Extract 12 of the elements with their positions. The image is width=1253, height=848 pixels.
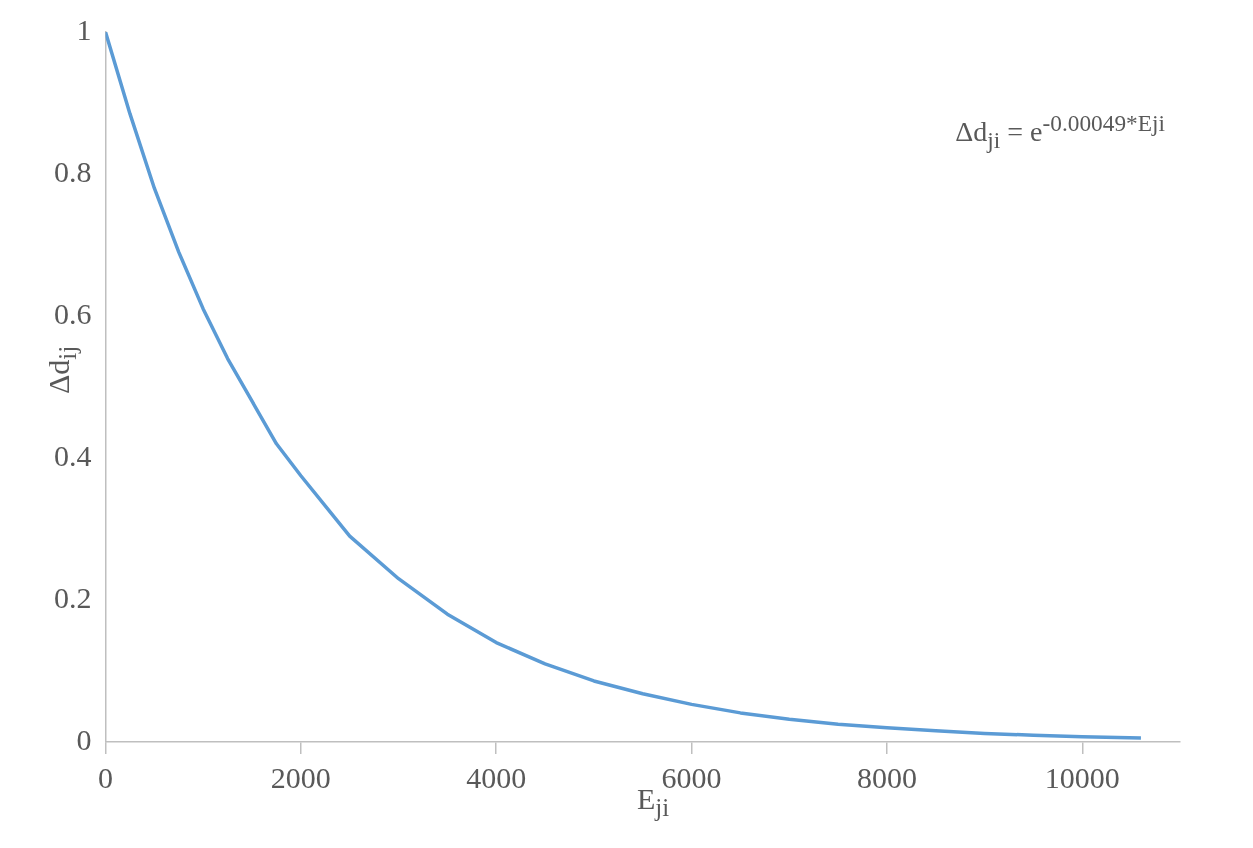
y-tick-label: 0.2 <box>54 580 92 614</box>
x-tick-label: 8000 <box>856 760 917 794</box>
y-tick-label: 0.6 <box>54 296 92 330</box>
y-tick-label: 0.8 <box>54 154 92 188</box>
x-tick-label: 0 <box>98 760 113 794</box>
x-tick-label: 2000 <box>270 760 331 794</box>
y-tick-label: 0 <box>76 722 92 756</box>
x-tick-label: 10000 <box>1044 760 1120 794</box>
y-tick-label: 0.4 <box>54 438 92 472</box>
y-tick-label: 1 <box>76 12 92 46</box>
x-tick-label: 4000 <box>466 760 527 794</box>
annotation: Δd$_{ji}$ = e$^{-0.00049*Eji}$ <box>955 110 1165 154</box>
